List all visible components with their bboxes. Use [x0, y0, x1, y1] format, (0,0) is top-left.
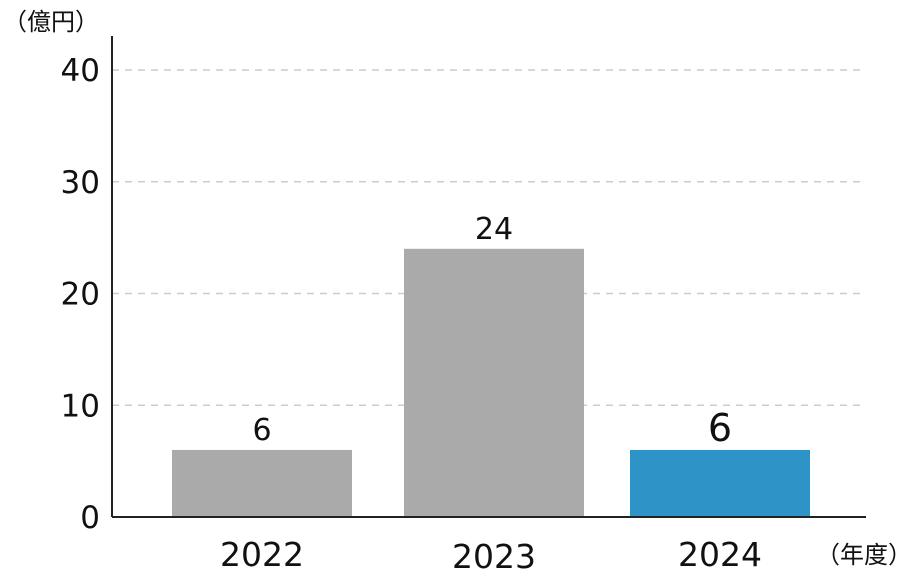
x-tick-label: 2024 — [678, 535, 762, 574]
y-tick-label: 20 — [61, 277, 100, 313]
bar-2024 — [630, 449, 810, 517]
axes — [111, 36, 866, 518]
data-label-2022: 6 — [252, 413, 271, 448]
x-axis-unit-label: （年度） — [816, 541, 900, 569]
bars — [172, 248, 810, 518]
x-tick-label: 2022 — [220, 535, 304, 574]
bar-2022 — [172, 449, 352, 517]
data-label-2024: 6 — [708, 406, 732, 450]
y-tick-label: 40 — [61, 53, 100, 89]
x-tick-label: 2023 — [452, 537, 536, 576]
y-tick-label: 10 — [61, 388, 100, 424]
data-label-2023: 24 — [475, 212, 513, 247]
bar-2023 — [404, 248, 584, 518]
y-axis-unit-label: （億円） — [3, 8, 99, 36]
y-tick-label: 0 — [80, 500, 100, 536]
y-tick-label: 30 — [61, 165, 100, 201]
labels: （億円） （年度） 0 10 20 30 40 6 2022 24 2023 6 2024 — [3, 8, 900, 576]
